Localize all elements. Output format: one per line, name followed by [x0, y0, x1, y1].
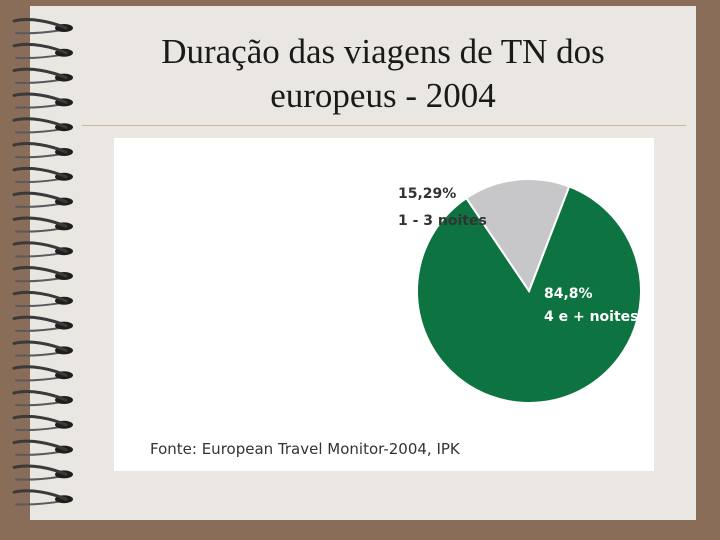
spiral-ring [12, 290, 73, 308]
spiral-ring [12, 166, 73, 184]
spiral-binding [12, 18, 73, 506]
spiral-ring [12, 365, 73, 382]
spiral-ring [12, 464, 73, 481]
slice-category-label-long: 4 e + noites [544, 309, 639, 325]
spiral-ring [12, 340, 73, 357]
spiral-ring [12, 390, 73, 407]
spiral-ring [12, 191, 73, 208]
spiral-ring [12, 241, 73, 258]
spiral-ring [12, 18, 73, 35]
spiral-ring [12, 489, 73, 506]
spiral-ring [12, 266, 73, 283]
slide-title: Duração das viagens de TN dos europeus -… [100, 30, 666, 118]
pie-slice-long-stays [416, 185, 642, 404]
slice-value-label-long: 84,8% [544, 286, 593, 302]
pie-slice-short-stays [464, 178, 571, 294]
chart-area: 15,29% 1 - 3 noites 84,8% 4 e + noites F… [114, 138, 654, 471]
title-line-1: Duração das viagens de TN dos [161, 32, 605, 71]
slice-value-label-short: 15,29% [398, 186, 456, 202]
spiral-ring [12, 42, 73, 60]
chart-source: Fonte: European Travel Monitor-2004, IPK [150, 440, 461, 458]
spiral-ring [12, 315, 73, 332]
spiral-ring [12, 439, 73, 456]
spiral-ring [12, 142, 73, 159]
slice-category-label-short: 1 - 3 noites [398, 213, 487, 229]
spiral-ring [12, 117, 73, 134]
spiral-ring [12, 67, 73, 84]
pie-chart: 15,29% 1 - 3 noites 84,8% 4 e + noites F… [150, 178, 642, 458]
spiral-ring [12, 414, 73, 432]
title-divider [82, 125, 686, 126]
spiral-ring [12, 92, 73, 109]
spiral-ring [12, 216, 73, 233]
title-line-2: europeus - 2004 [270, 76, 496, 115]
